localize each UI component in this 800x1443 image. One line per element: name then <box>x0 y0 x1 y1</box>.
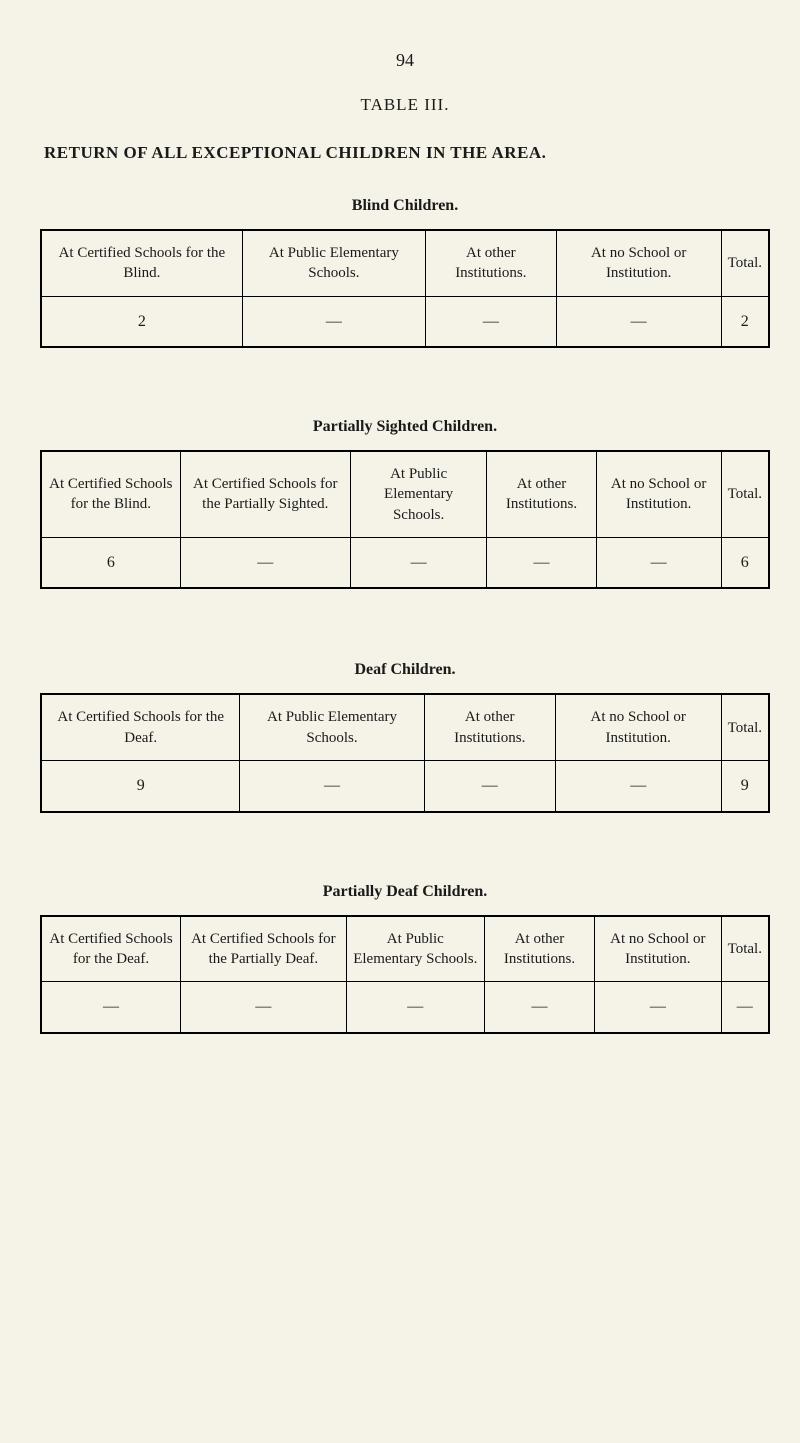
column-header: At no School or Institution. <box>555 694 721 760</box>
table-cell: — <box>555 760 721 811</box>
blind-children-title: Blind Children. <box>40 197 770 215</box>
section-spacer <box>40 589 770 661</box>
column-header: At other Institutions. <box>425 230 556 296</box>
table-cell: — <box>350 537 487 588</box>
table-cell: — <box>41 982 181 1033</box>
table-cell: — <box>240 760 424 811</box>
column-header: At Public Elementary Schools. <box>242 230 425 296</box>
column-header: At Public Elementary Schools. <box>240 694 424 760</box>
table-row: 6 — — — — 6 <box>41 537 769 588</box>
column-header: At other Institutions. <box>484 916 594 982</box>
column-header: At no School or Institution. <box>595 916 722 982</box>
table-cell: 6 <box>721 537 769 588</box>
table-cell: — <box>556 296 721 347</box>
table-cell: 2 <box>41 296 242 347</box>
table-cell: — <box>484 982 594 1033</box>
table-header-row: At Certified Schools for the Deaf. At Pu… <box>41 694 769 760</box>
column-header: Total. <box>721 230 769 296</box>
partially-deaf-table: At Certified Schools for the Deaf. At Ce… <box>40 915 770 1034</box>
column-header: At other Institutions. <box>487 451 596 537</box>
table-header-row: At Certified Schools for the Blind. At C… <box>41 451 769 537</box>
column-header: Total. <box>721 916 769 982</box>
table-label: TABLE III. <box>40 95 770 115</box>
table-cell: — <box>487 537 596 588</box>
table-cell: — <box>425 296 556 347</box>
column-header: At no School or Institution. <box>556 230 721 296</box>
table-cell: — <box>180 537 350 588</box>
column-header: Total. <box>721 694 769 760</box>
section-spacer <box>40 813 770 883</box>
column-header: At Public Elementary Schools. <box>346 916 484 982</box>
table-cell: — <box>596 537 721 588</box>
column-header: At Certified Schools for the Partially S… <box>180 451 350 537</box>
column-header: At Certified Schools for the Partially D… <box>181 916 347 982</box>
main-document-title: RETURN OF ALL EXCEPTIONAL CHILDREN IN TH… <box>40 143 770 163</box>
column-header: At Certified Schools for the Blind. <box>41 451 180 537</box>
table-header-row: At Certified Schools for the Deaf. At Ce… <box>41 916 769 982</box>
table-row: 2 — — — 2 <box>41 296 769 347</box>
partially-deaf-title: Partially Deaf Children. <box>40 883 770 901</box>
partially-sighted-table: At Certified Schools for the Blind. At C… <box>40 450 770 589</box>
table-cell: — <box>595 982 722 1033</box>
table-cell: — <box>346 982 484 1033</box>
table-cell: — <box>242 296 425 347</box>
column-header: Total. <box>721 451 769 537</box>
table-cell: 9 <box>721 760 769 811</box>
column-header: At other Institutions. <box>424 694 555 760</box>
table-header-row: At Certified Schools for the Blind. At P… <box>41 230 769 296</box>
column-header: At Certified Schools for the Blind. <box>41 230 242 296</box>
table-cell: — <box>721 982 769 1033</box>
column-header: At no School or Institution. <box>596 451 721 537</box>
table-cell: 9 <box>41 760 240 811</box>
partially-sighted-title: Partially Sighted Children. <box>40 418 770 436</box>
table-cell: — <box>424 760 555 811</box>
table-cell: 2 <box>721 296 769 347</box>
page-number: 94 <box>40 50 770 71</box>
table-cell: 6 <box>41 537 180 588</box>
column-header: At Public Elementary Schools. <box>350 451 487 537</box>
column-header: At Certified Schools for the Deaf. <box>41 916 181 982</box>
table-row: — — — — — — <box>41 982 769 1033</box>
column-header: At Certified Schools for the Deaf. <box>41 694 240 760</box>
deaf-children-title: Deaf Children. <box>40 661 770 679</box>
section-spacer <box>40 348 770 418</box>
table-row: 9 — — — 9 <box>41 760 769 811</box>
blind-children-table: At Certified Schools for the Blind. At P… <box>40 229 770 348</box>
table-cell: — <box>181 982 347 1033</box>
deaf-children-table: At Certified Schools for the Deaf. At Pu… <box>40 693 770 812</box>
